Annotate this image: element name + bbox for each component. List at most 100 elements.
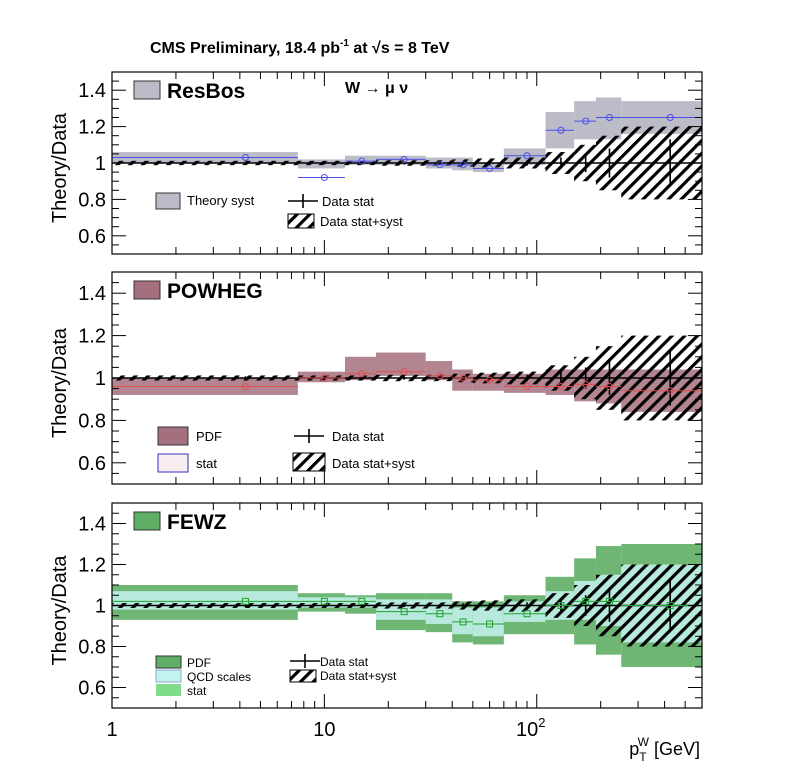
- theory-point: [523, 382, 531, 390]
- legend-label: Data stat: [320, 655, 369, 669]
- theory-point: [459, 374, 467, 382]
- legend-pdf-swatch: [155, 655, 182, 669]
- theory-point: [605, 114, 613, 121]
- y-axis-label: Theory/Data: [49, 327, 71, 438]
- legend-label: stat: [196, 456, 217, 471]
- pdf-band: [375, 352, 426, 376]
- panels-group: 1.4 1.2 1 0.8 0.6 Theory/Data ResBos W → μ ν The…: [49, 71, 703, 741]
- legend-hatch-icon: [292, 452, 326, 472]
- theory-syst-band: [595, 97, 622, 140]
- y-tick-label: 0.8: [78, 189, 106, 211]
- legend-label: PDF: [196, 429, 222, 444]
- x-tick-label: 10: [313, 719, 335, 741]
- model-name: POWHEG: [167, 280, 263, 303]
- legend-label: Data stat: [332, 429, 384, 444]
- theory-point: [605, 597, 613, 605]
- theory-point: [436, 372, 444, 380]
- y-tick-label: 1.2: [78, 326, 106, 348]
- theory-point: [320, 174, 328, 182]
- y-tick-label: 1: [95, 368, 106, 390]
- theory-point: [358, 370, 366, 378]
- theory-point: [557, 126, 565, 134]
- theory-point: [523, 152, 531, 160]
- legend-label: Data stat+syst: [332, 456, 415, 471]
- theory-point: [557, 382, 565, 390]
- y-tick-label: 0.8: [78, 637, 106, 659]
- theory-point: [582, 380, 590, 388]
- theory-point: [486, 376, 494, 384]
- legend-label: Data stat+syst: [320, 214, 403, 229]
- theory-point: [666, 387, 674, 395]
- theory-point: [241, 382, 249, 390]
- qcd-scale-band: [344, 597, 376, 608]
- theory-point: [486, 620, 494, 628]
- panel-resbos: 1.4 1.2 1 0.8 0.6 Theory/Data ResBos W → μ ν The…: [49, 71, 703, 255]
- theory-point: [459, 161, 467, 169]
- theory-syst-band: [344, 155, 376, 165]
- y-tick-label: 1: [95, 596, 106, 618]
- theory-point: [582, 117, 590, 125]
- y-tick-label: 1.2: [78, 117, 106, 139]
- theory-point: [666, 114, 674, 121]
- theory-point: [436, 161, 444, 169]
- theory-syst-band: [574, 101, 596, 140]
- x-axis-label: pTW [GeV]: [629, 735, 700, 764]
- y-tick-label: 0.6: [78, 453, 106, 475]
- qcd-scale-band: [472, 607, 504, 637]
- theory-point: [241, 154, 249, 162]
- y-tick-label: 1.4: [78, 80, 106, 102]
- theory-point: [320, 374, 328, 382]
- legend-stat-swatch: [157, 453, 189, 473]
- theory-point: [459, 618, 467, 626]
- legend-label: Data stat: [322, 194, 374, 209]
- theory-point: [605, 382, 613, 390]
- legend-qcd-swatch: [155, 669, 182, 683]
- model-swatch: [133, 280, 161, 300]
- legend-label: stat: [187, 684, 207, 698]
- pdf-band: [344, 356, 376, 381]
- y-tick-label: 1.4: [78, 283, 106, 305]
- x-tick-label: 102: [516, 715, 545, 741]
- theory-point: [486, 164, 494, 172]
- legend-pdf-swatch: [157, 426, 189, 446]
- legend-label: PDF: [187, 656, 211, 670]
- theory-point: [582, 597, 590, 605]
- theory-point: [358, 157, 366, 165]
- legend-hatch-icon: [289, 669, 317, 683]
- chart-title: CMS Preliminary, 18.4 pb-1 at √s = 8 TeV: [150, 38, 450, 57]
- y-axis-label: Theory/Data: [49, 112, 71, 223]
- y-tick-label: 0.8: [78, 410, 106, 432]
- model-swatch: [133, 511, 161, 531]
- panel-powheg: 1.4 1.2 1 0.8 0.6 Theory/Data POWHEG PDF stat Dat…: [49, 271, 703, 485]
- theory-point: [400, 368, 408, 376]
- legend-label: Data stat+syst: [320, 669, 397, 683]
- theory-point: [557, 602, 565, 609]
- x-tick-label: 1: [106, 719, 117, 741]
- theory-point: [436, 610, 444, 618]
- theory-point: [523, 610, 531, 618]
- y-tick-label: 1.4: [78, 514, 106, 536]
- legend-label: Theory syst: [187, 193, 255, 208]
- legend-theory-syst-swatch: [155, 192, 181, 210]
- theory-point: [358, 597, 366, 605]
- y-tick-label: 0.6: [78, 226, 106, 248]
- model-name: FEWZ: [167, 511, 227, 534]
- theory-point: [400, 155, 408, 163]
- model-swatch: [133, 80, 161, 100]
- theory-point: [320, 597, 328, 605]
- y-tick-label: 1: [95, 153, 106, 175]
- theory-point: [400, 608, 408, 616]
- qcd-scale-band: [452, 607, 473, 635]
- legend-stat-swatch: [156, 684, 181, 696]
- theory-point: [666, 602, 674, 609]
- legend-hatch-icon: [287, 213, 315, 229]
- model-name: ResBos: [167, 80, 245, 103]
- y-tick-label: 1.2: [78, 555, 106, 577]
- legend-label: QCD scales: [187, 670, 251, 684]
- theory-point: [241, 597, 249, 605]
- y-tick-label: 0.6: [78, 678, 106, 700]
- y-axis-label: Theory/Data: [49, 555, 71, 666]
- process-label: W → μ ν: [345, 80, 408, 97]
